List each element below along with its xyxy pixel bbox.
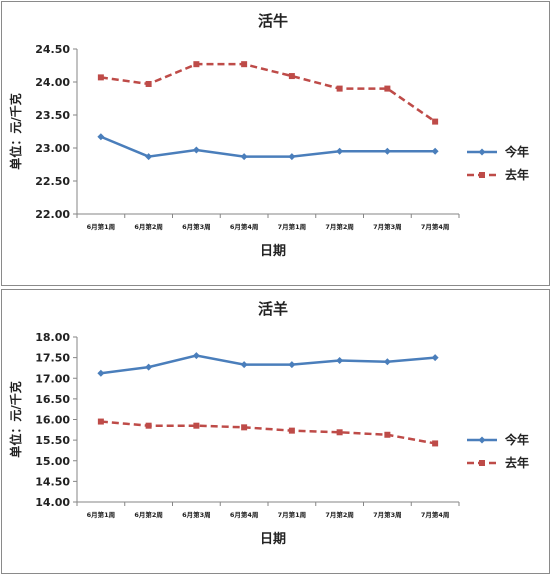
- series-line-this-year: [100, 354, 436, 375]
- data-point-marker: [145, 363, 153, 371]
- data-point-marker: [288, 73, 295, 80]
- data-point-marker: [336, 85, 343, 92]
- data-point-marker: [383, 358, 391, 366]
- data-point-marker: [240, 361, 248, 369]
- y-axis-label: 单位：元/千克: [8, 93, 23, 169]
- data-point-marker: [97, 369, 105, 377]
- series-line-last-year: [100, 420, 436, 445]
- series-line-this-year: [100, 135, 436, 158]
- y-tick-label: 24.50: [35, 43, 70, 56]
- y-tick-label: 16.50: [35, 393, 70, 406]
- y-tick-label: 23.50: [35, 109, 70, 122]
- x-tick-label: 6月第2周: [134, 222, 163, 231]
- data-point-marker: [97, 74, 104, 81]
- x-tick-label: 6月第4周: [230, 222, 259, 231]
- chart-panel-sheep: 活羊 14.00 14.50 15.00 15.50 16.00 16.50 17.00 17.…: [1, 289, 550, 574]
- x-tick-label: 7月第2周: [325, 222, 354, 231]
- data-point-marker: [288, 427, 295, 434]
- legend-label: 今年: [504, 432, 529, 447]
- x-tick-label: 6月第3周: [182, 510, 211, 519]
- x-tick-label: 7月第1周: [278, 510, 307, 519]
- legend-label: 去年: [505, 455, 529, 470]
- y-tick-label: 22.50: [35, 175, 70, 188]
- x-tick-label: 7月第3周: [373, 510, 402, 519]
- x-tick-label: 6月第1周: [87, 510, 116, 519]
- y-tick-label: 17.50: [35, 352, 70, 365]
- data-point-marker: [336, 429, 343, 436]
- x-tick-label: 7月第2周: [325, 510, 354, 519]
- legend-label: 今年: [504, 144, 529, 159]
- x-tick-label: 7月第3周: [373, 222, 402, 231]
- x-tick-label: 6月第3周: [182, 222, 211, 231]
- data-point-marker: [288, 361, 296, 369]
- data-point-marker: [240, 153, 248, 161]
- data-point-marker: [384, 85, 391, 92]
- data-point-marker: [145, 80, 152, 87]
- chart-cattle: 活牛 22.00 22.50 23.00 23.50 24.00 24.50 6月第1周 6月第…: [8, 12, 529, 259]
- legend-label: 去年: [505, 167, 529, 182]
- series-line-last-year: [100, 62, 436, 123]
- chart-sheep: 活羊 14.00 14.50 15.00 15.50 16.00 16.50 17.00 17.…: [8, 300, 529, 547]
- y-tick-label: 22.00: [35, 208, 70, 221]
- chart-panel-cattle: 活牛 22.00 22.50 23.00 23.50 24.00 24.50 6月第1周 6月第…: [1, 1, 550, 286]
- y-tick-label: 16.00: [35, 414, 70, 427]
- data-point-marker: [336, 357, 344, 365]
- y-tick-label: 15.00: [35, 455, 70, 468]
- data-point-marker: [431, 147, 439, 155]
- y-axis-label: 单位：元/千克: [8, 381, 23, 457]
- data-point-marker: [384, 431, 391, 438]
- data-point-marker: [145, 153, 153, 161]
- x-tick-label: 7月第1周: [278, 222, 307, 231]
- y-tick-label: 14.50: [35, 475, 70, 488]
- data-point-marker: [193, 61, 200, 68]
- x-tick-label: 7月第4周: [421, 222, 450, 231]
- chart-title: 活羊: [258, 300, 288, 318]
- x-axis-label: 日期: [260, 532, 286, 547]
- data-point-marker: [97, 418, 104, 425]
- y-tick-label: 15.50: [35, 434, 70, 447]
- y-tick-label: 24.00: [35, 76, 70, 89]
- legend-swatch-marker: [479, 172, 485, 178]
- data-point-marker: [192, 146, 200, 154]
- x-axis-label: 日期: [260, 244, 286, 259]
- x-tick-label: 6月第4周: [230, 510, 259, 519]
- data-point-marker: [192, 352, 200, 360]
- chart-title: 活牛: [258, 12, 288, 30]
- y-tick-label: 17.00: [35, 372, 70, 385]
- y-tick-label: 23.00: [35, 142, 70, 155]
- x-tick-label: 6月第2周: [134, 510, 163, 519]
- legend-swatch-marker: [478, 436, 486, 444]
- data-point-marker: [97, 133, 105, 141]
- data-point-marker: [383, 147, 391, 155]
- data-point-marker: [193, 422, 200, 429]
- legend-swatch-marker: [479, 460, 485, 466]
- legend-swatch-marker: [478, 148, 486, 156]
- data-point-marker: [288, 153, 296, 161]
- data-point-marker: [431, 354, 439, 362]
- data-point-marker: [432, 440, 439, 447]
- x-tick-label: 6月第1周: [87, 222, 116, 231]
- y-tick-label: 18.00: [35, 331, 70, 344]
- data-point-marker: [432, 118, 439, 125]
- data-point-marker: [241, 424, 248, 431]
- data-point-marker: [241, 61, 248, 68]
- data-point-marker: [336, 147, 344, 155]
- x-tick-label: 7月第4周: [421, 510, 450, 519]
- y-tick-label: 14.00: [35, 496, 70, 509]
- data-point-marker: [145, 422, 152, 429]
